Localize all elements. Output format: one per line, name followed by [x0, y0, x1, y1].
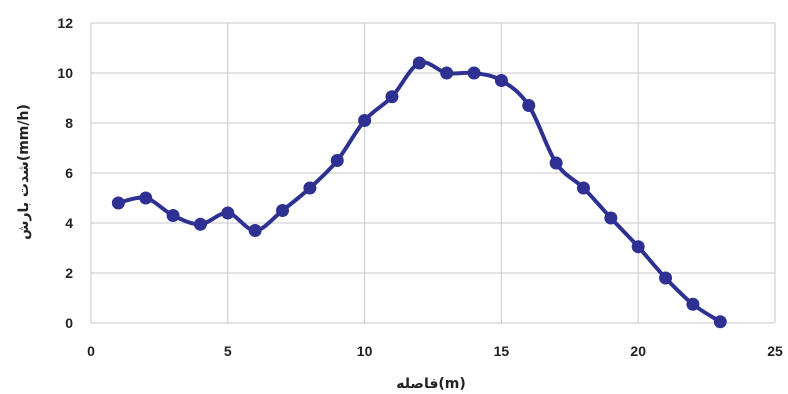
y-axis-title: شدت بارش(mm/h) — [16, 104, 32, 240]
data-point — [412, 56, 426, 70]
data-point — [248, 224, 262, 237]
y-tick-label: 0 — [65, 315, 73, 331]
data-point — [276, 204, 290, 217]
series-line — [116, 60, 723, 324]
y-tick-label: 12 — [57, 15, 73, 31]
y-axis-ticks: 0 2 4 6 8 10 12 — [57, 15, 73, 331]
data-point — [193, 217, 207, 231]
data-point — [494, 74, 508, 87]
data-point — [604, 211, 618, 225]
data-point — [385, 90, 399, 104]
data-point — [713, 315, 727, 329]
data-point — [303, 181, 317, 195]
data-point — [440, 66, 454, 80]
data-point — [111, 196, 125, 210]
data-point — [467, 66, 481, 80]
data-point — [221, 206, 235, 220]
data-point — [549, 156, 563, 170]
x-axis-ticks: 0 5 10 15 20 25 — [87, 343, 783, 359]
x-tick-label: 0 — [87, 343, 95, 359]
data-point — [330, 154, 344, 167]
data-point — [576, 181, 590, 195]
y-tick-label: 4 — [65, 215, 73, 231]
y-tick-label: 10 — [57, 65, 73, 81]
y-tick-label: 6 — [65, 165, 73, 181]
data-point — [358, 114, 372, 127]
y-tick-label: 8 — [65, 115, 73, 131]
data-point — [166, 209, 180, 222]
x-tick-label: 25 — [767, 343, 783, 359]
data-point — [522, 99, 536, 112]
data-point — [659, 271, 673, 285]
x-tick-label: 5 — [224, 343, 232, 359]
x-axis-title: فاصله(m) — [396, 376, 466, 392]
data-point — [631, 240, 645, 254]
data-point — [139, 191, 153, 205]
x-tick-label: 15 — [494, 343, 510, 359]
data-point — [686, 297, 700, 311]
x-tick-label: 20 — [630, 343, 646, 359]
x-tick-label: 10 — [357, 343, 373, 359]
data-points — [111, 56, 727, 329]
y-tick-label: 2 — [65, 265, 73, 281]
